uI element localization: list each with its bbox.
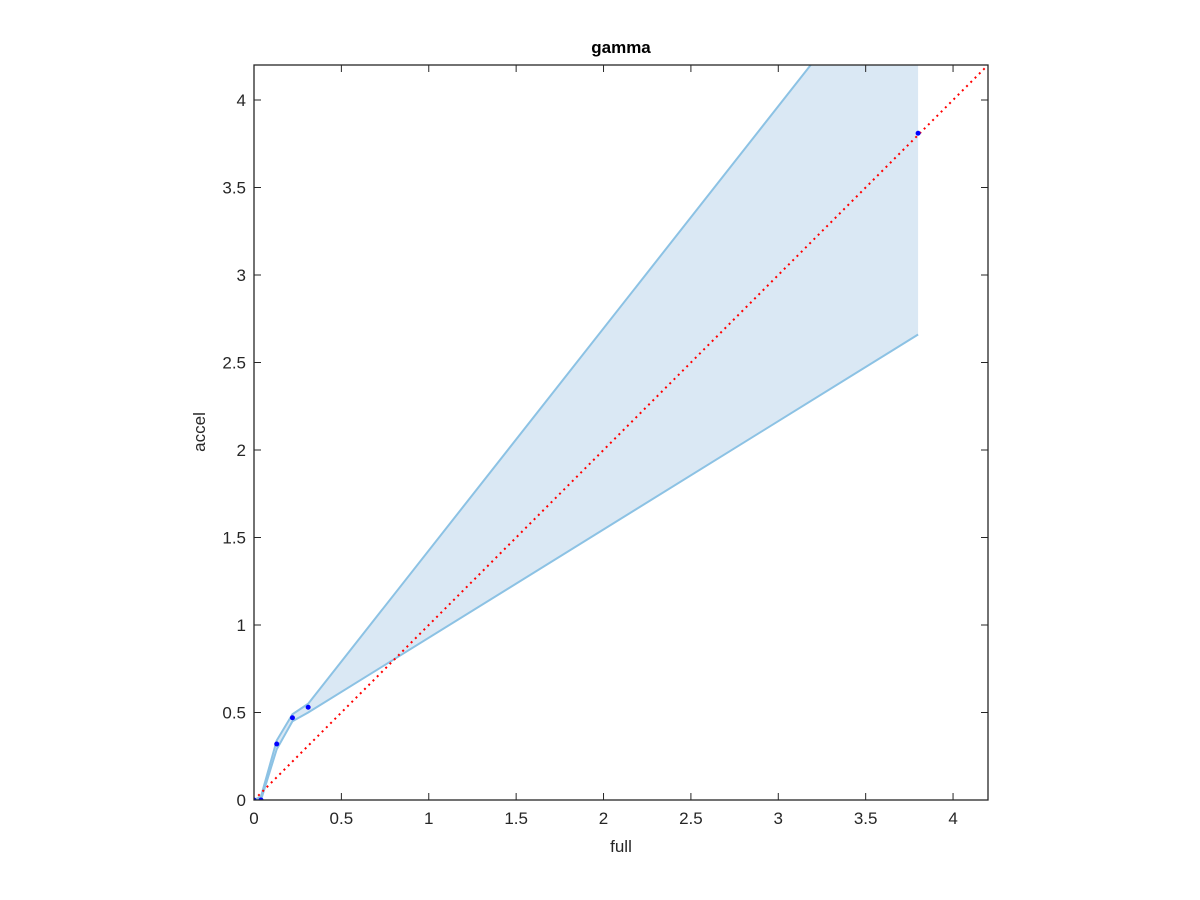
y-tick-label: 1 (237, 616, 246, 635)
y-axis-label: accel (190, 412, 209, 452)
x-tick-label: 0 (249, 809, 258, 828)
x-tick-label: 1 (424, 809, 433, 828)
x-tick-label: 1.5 (504, 809, 528, 828)
x-tick-label: 0.5 (330, 809, 354, 828)
confidence-band (254, 65, 919, 800)
y-tick-label: 2 (237, 441, 246, 460)
y-tick-label: 0 (237, 791, 246, 810)
y-tick-label: 3 (237, 266, 246, 285)
data-point (915, 130, 921, 136)
plot-area (254, 65, 988, 800)
y-tick-label: 0.5 (222, 704, 246, 723)
data-point (274, 741, 280, 747)
axes-box (253, 64, 989, 801)
data-point (289, 715, 295, 721)
x-tick-label: 4 (948, 809, 957, 828)
x-tick-label: 2 (599, 809, 608, 828)
axes: 0 0.5 1 1.5 2 2.5 3 3.5 4 0 0.5 1 1.5 2 2.5 3 3.5 4 (222, 64, 989, 828)
y-tick-label: 4 (237, 91, 246, 110)
identity-line (254, 65, 988, 800)
chart-title: gamma (591, 38, 651, 57)
data-point (305, 704, 311, 710)
x-axis-label: full (610, 837, 632, 856)
y-tick-label: 3.5 (222, 179, 246, 198)
x-tick-label: 2.5 (679, 809, 703, 828)
band-upper-edge (254, 65, 812, 800)
x-tick-label: 3.5 (854, 809, 878, 828)
x-tick-label: 3 (774, 809, 783, 828)
y-tick-label: 1.5 (222, 529, 246, 548)
band-lower-edge (254, 333, 919, 800)
y-tick-label: 2.5 (222, 354, 246, 373)
